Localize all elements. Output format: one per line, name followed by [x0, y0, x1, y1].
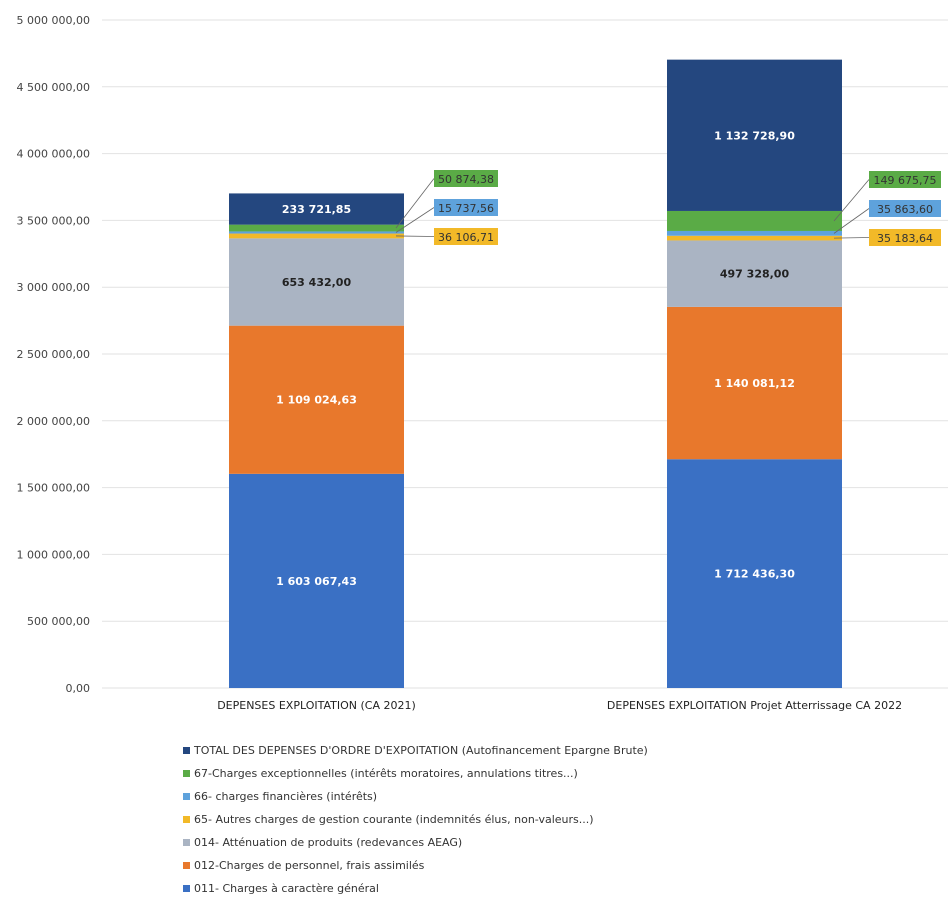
legend-item: 66- charges financières (intérêts): [183, 788, 883, 804]
legend-swatch: [183, 792, 190, 800]
callout-box: [869, 171, 941, 188]
legend: TOTAL DES DEPENSES D'ORDRE D'EXPOITATION…: [183, 742, 883, 903]
legend-label: TOTAL DES DEPENSES D'ORDRE D'EXPOITATION…: [194, 743, 648, 757]
leader-line: [833, 208, 870, 234]
y-tick-label: 5 000 000,00: [17, 14, 90, 27]
legend-swatch: [183, 769, 190, 777]
legend-label: 65- Autres charges de gestion courante (…: [194, 812, 594, 826]
y-tick-label: 0,00: [66, 682, 91, 695]
legend-swatch: [183, 815, 190, 823]
legend-item: 014- Atténuation de produits (redevances…: [183, 834, 883, 850]
data-label: 1 109 024,63: [276, 394, 357, 407]
y-tick-label: 500 000,00: [27, 615, 90, 628]
leader-line: [395, 235, 435, 237]
data-label: 1 140 081,12: [714, 377, 795, 390]
y-tick-label: 3 000 000,00: [17, 281, 90, 294]
legend-item: 67-Charges exceptionnelles (intérêts mor…: [183, 765, 883, 781]
legend-label: 67-Charges exceptionnelles (intérêts mor…: [194, 766, 578, 780]
legend-swatch: [183, 838, 190, 846]
category-label: DEPENSES EXPLOITATION Projet Atterrissag…: [607, 699, 902, 712]
bar-segment: [229, 325, 404, 474]
callout-box: [434, 199, 498, 216]
bar-segment: [229, 238, 404, 326]
bar-segment: [667, 210, 842, 231]
callout-box: [869, 229, 941, 246]
legend-label: 014- Atténuation de produits (redevances…: [194, 835, 463, 849]
data-label: 1 712 436,30: [714, 568, 795, 581]
category-label: DEPENSES EXPLOITATION (CA 2021): [217, 699, 416, 712]
bar-segment: [667, 59, 842, 211]
legend-item: 011- Charges à caractère général: [183, 880, 883, 896]
legend-item: 012-Charges de personnel, frais assimilé…: [183, 857, 883, 873]
bar-segment: [667, 306, 842, 460]
y-tick-label: 4 000 000,00: [17, 148, 90, 161]
y-tick-label: 1 000 000,00: [17, 548, 90, 561]
callout-label: 35 863,60: [877, 203, 933, 216]
callout-box: [869, 200, 941, 217]
callout-box: [434, 228, 498, 245]
callout-box: [434, 170, 498, 187]
leader-line: [833, 237, 870, 239]
legend-label: 012-Charges de personnel, frais assimilé…: [194, 858, 425, 872]
legend-label: 66- charges financières (intérêts): [194, 789, 378, 803]
data-label: 653 432,00: [282, 276, 352, 289]
bar-segment: [667, 459, 842, 688]
leader-line: [395, 207, 435, 233]
callout-label: 15 737,56: [438, 202, 494, 215]
bar-segment: [229, 473, 404, 688]
callout-label: 35 183,64: [877, 232, 933, 245]
legend-item: TOTAL DES DEPENSES D'ORDRE D'EXPOITATION…: [183, 742, 883, 758]
legend-swatch: [183, 884, 190, 892]
legend-label: 011- Charges à caractère général: [194, 881, 379, 895]
bar-segment: [667, 235, 842, 241]
y-tick-label: 4 500 000,00: [17, 81, 90, 94]
callout-label: 36 106,71: [438, 231, 494, 244]
bar-segment: [229, 193, 404, 225]
y-tick-label: 2 500 000,00: [17, 348, 90, 361]
data-label: 1 132 728,90: [714, 129, 795, 142]
bar-segment: [229, 224, 404, 232]
y-tick-label: 1 500 000,00: [17, 482, 90, 495]
legend-swatch: [183, 746, 190, 754]
data-label: 233 721,85: [282, 203, 351, 216]
leader-line: [833, 179, 870, 222]
bar-segment: [229, 233, 404, 239]
callout-label: 149 675,75: [874, 174, 937, 187]
y-tick-label: 3 500 000,00: [17, 214, 90, 227]
bar-segment: [667, 240, 842, 307]
data-label: 497 328,00: [720, 268, 790, 281]
bar-segment: [229, 231, 404, 234]
leader-line: [395, 178, 435, 229]
y-tick-label: 2 000 000,00: [17, 415, 90, 428]
legend-swatch: [183, 861, 190, 869]
callout-label: 50 874,38: [438, 173, 494, 186]
bar-segment: [667, 230, 842, 236]
legend-item: 65- Autres charges de gestion courante (…: [183, 811, 883, 827]
data-label: 1 603 067,43: [276, 575, 357, 588]
